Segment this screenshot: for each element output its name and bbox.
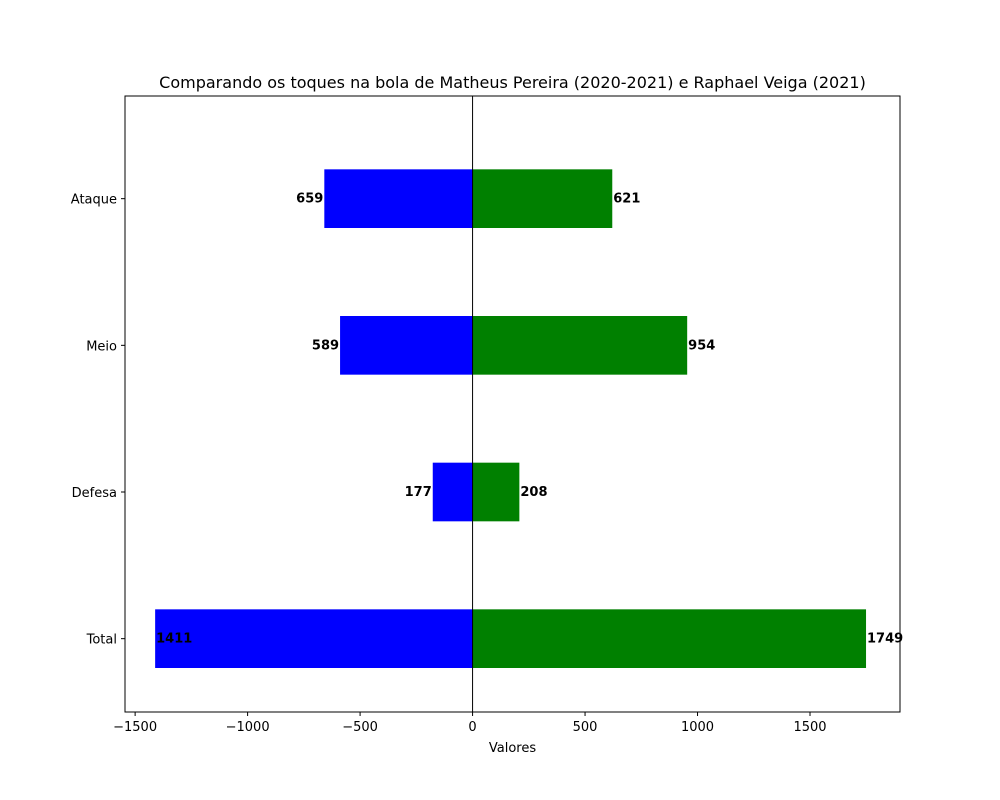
y-tick-label-meio: Meio (86, 339, 117, 354)
data-label-meio-series-1: 589 (312, 338, 339, 353)
data-label-total-series-1: 1411 (156, 632, 192, 647)
x-tick-label: −1500 (113, 720, 157, 735)
bar-meio-series-1 (340, 316, 473, 375)
plot-frame (124, 95, 901, 713)
x-tick-label: −1000 (226, 720, 270, 735)
bar-defesa-series-2 (472, 462, 520, 522)
chart-title: Comparando os toques na bola de Matheus … (159, 73, 866, 92)
x-tick-label: 0 (468, 720, 476, 735)
x-tick-label: 500 (573, 720, 598, 735)
data-label-defesa-series-2: 208 (520, 485, 547, 500)
bar-ataque-series-2 (472, 169, 613, 228)
data-label-defesa-series-1: 177 (405, 485, 432, 500)
bar-meio-series-2 (472, 316, 688, 375)
bar-total-series-1 (155, 609, 473, 668)
data-label-total-series-2: 1749 (867, 632, 903, 647)
bar-defesa-series-1 (432, 462, 473, 522)
x-tick-label: 1500 (793, 720, 826, 735)
data-label-ataque-series-2: 621 (613, 192, 640, 207)
y-tick-label-total: Total (86, 633, 117, 648)
y-tick-label-ataque: Ataque (71, 193, 117, 208)
data-label-meio-series-2: 954 (688, 338, 715, 353)
x-axis-label: Valores (489, 741, 536, 756)
plot-area: 659 621 Ataque 589 954 Meio 177 208 Defesa 1411 17… (71, 95, 903, 735)
x-tick-label: 1000 (681, 720, 714, 735)
bar-total-series-2 (472, 609, 867, 668)
bar-ataque-series-1 (324, 169, 473, 228)
x-tick-label: −500 (342, 720, 378, 735)
data-label-ataque-series-1: 659 (296, 192, 323, 207)
y-tick-label-defesa: Defesa (72, 486, 117, 501)
